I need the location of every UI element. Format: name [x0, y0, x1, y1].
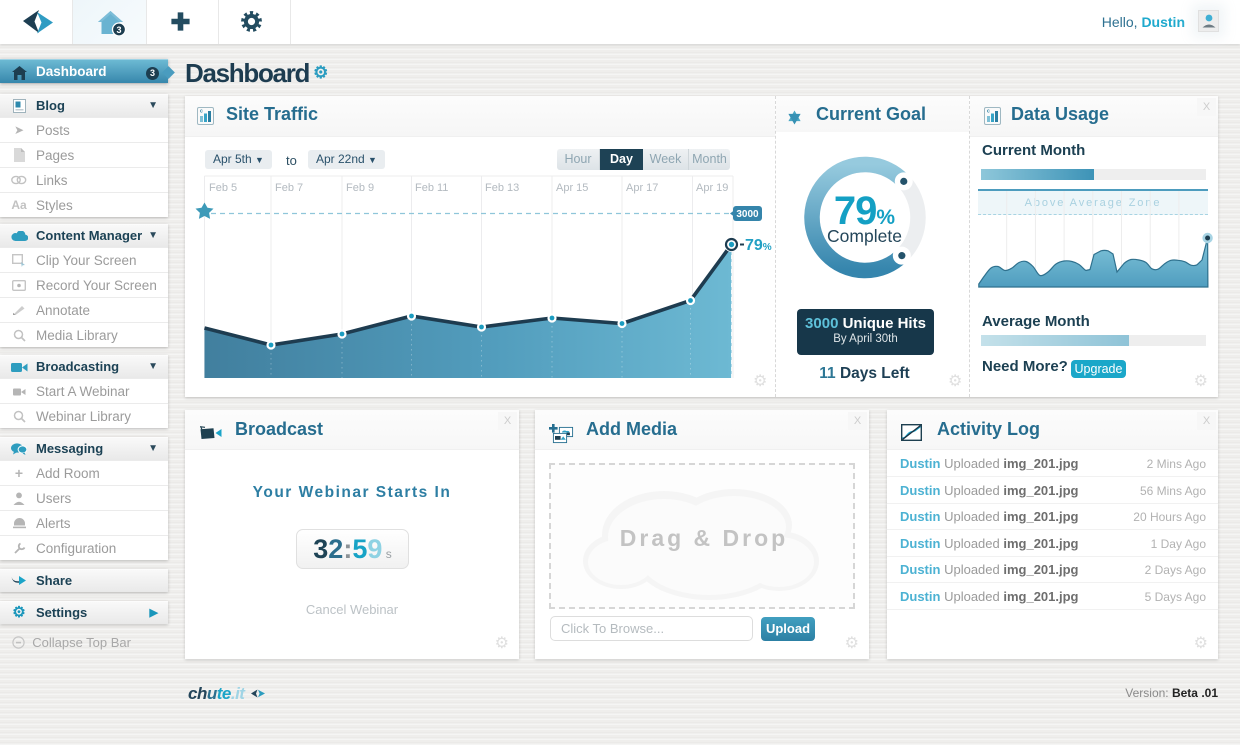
svg-text:Apr 17: Apr 17 [626, 182, 658, 194]
svg-text:Apr 19: Apr 19 [696, 182, 728, 194]
svg-text:Feb 9: Feb 9 [346, 182, 374, 194]
svg-text:Feb 7: Feb 7 [275, 182, 303, 194]
svg-text:3000: 3000 [736, 209, 759, 220]
svg-text:Apr 15: Apr 15 [556, 182, 588, 194]
svg-text:Feb 11: Feb 11 [415, 182, 448, 194]
svg-text:79%: 79% [745, 237, 772, 254]
svg-text:c: c [987, 109, 990, 115]
svg-text:3: 3 [116, 25, 121, 35]
svg-text:Feb 13: Feb 13 [485, 182, 519, 194]
svg-text:c: c [200, 109, 203, 115]
svg-text:Feb 5: Feb 5 [209, 182, 237, 194]
